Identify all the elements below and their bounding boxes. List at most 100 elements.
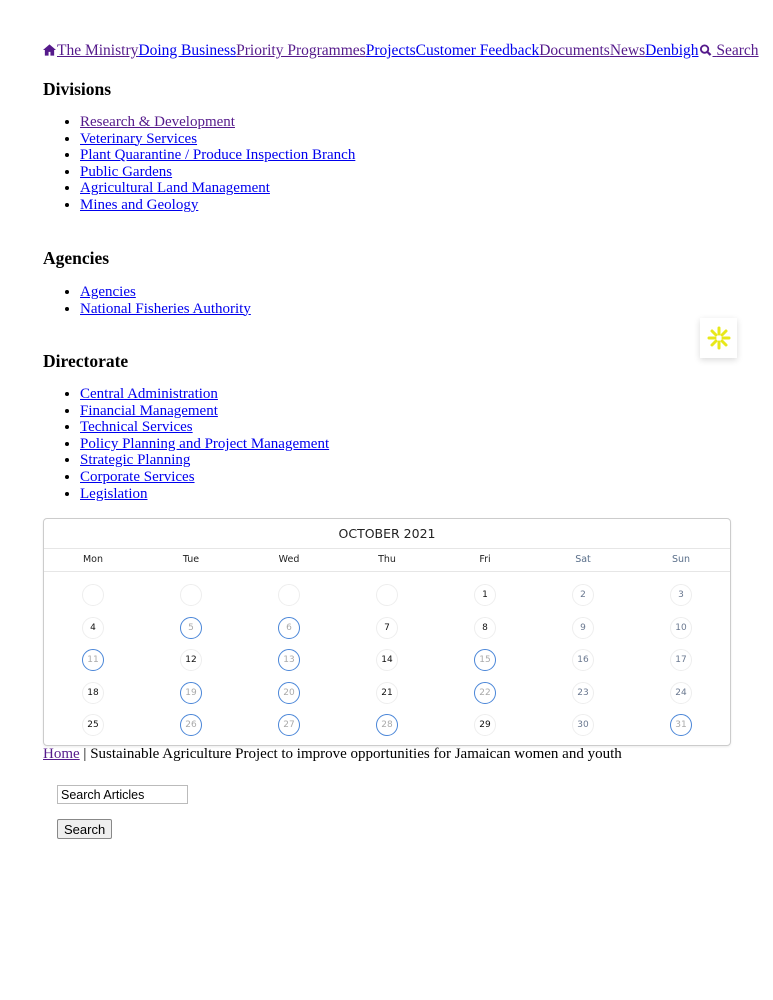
calendar-day-7[interactable]: 7 — [376, 616, 398, 639]
nav-label: Search — [716, 42, 759, 59]
link-financial-management[interactable]: Financial Management — [80, 402, 218, 419]
calendar-day-14[interactable]: 14 — [376, 649, 398, 672]
calendar-day-30[interactable]: 30 — [572, 714, 594, 737]
calendar-day-10[interactable]: 10 — [670, 616, 692, 639]
link-plant-quarantine[interactable]: Plant Quarantine / Produce Inspection Br… — [80, 147, 356, 164]
nav-priority-programmes[interactable]: Priority Programmes — [236, 42, 366, 59]
calendar-day-18[interactable]: 18 — [82, 681, 104, 704]
nav-search[interactable]: Search — [699, 42, 759, 59]
calendar-cell: 23 — [534, 681, 632, 715]
calendar-day-23[interactable]: 23 — [572, 681, 594, 704]
nav-customer-feedback[interactable]: Customer Feedback — [415, 42, 540, 59]
accessibility-widget-button[interactable] — [700, 318, 737, 358]
calendar-day-31[interactable]: 31 — [670, 714, 692, 737]
calendar-day-12[interactable]: 12 — [180, 649, 202, 672]
calendar-day-8[interactable]: 8 — [474, 616, 496, 639]
link-mines-geology[interactable]: Mines and Geology — [80, 196, 199, 213]
nav-denbigh[interactable]: Denbigh — [645, 42, 699, 59]
calendar-cell: 30 — [534, 714, 632, 747]
calendar-day-5[interactable]: 5 — [180, 616, 202, 639]
list-item: Plant Quarantine / Produce Inspection Br… — [80, 147, 355, 164]
calendar-cell: 16 — [534, 649, 632, 682]
link-veterinary-services[interactable]: Veterinary Services — [80, 130, 198, 147]
calendar-cell — [44, 584, 142, 617]
calendar-cell: 21 — [338, 681, 436, 715]
main-nav: The MinistryDoing BusinessPriority Progr… — [43, 42, 759, 60]
calendar-day-11[interactable]: 11 — [82, 649, 104, 672]
calendar-day-17[interactable]: 17 — [670, 649, 692, 672]
weekday-mon: Mon — [82, 554, 104, 565]
search-button[interactable]: Search — [57, 819, 113, 839]
calendar-day-29[interactable]: 29 — [474, 714, 496, 737]
calendar-cell: 8 — [436, 616, 534, 650]
calendar-cell: 15 — [436, 649, 534, 682]
calendar-cell: 17 — [632, 649, 730, 682]
home-icon — [43, 44, 56, 56]
calendar-cell: 18 — [44, 681, 142, 715]
nav-news[interactable]: News — [609, 42, 646, 59]
calendar-day-empty — [82, 584, 104, 606]
list-item: Agricultural Land Management — [80, 180, 355, 197]
breadcrumb-home-link[interactable]: Home — [43, 746, 80, 762]
weekday-fri: Fri — [479, 554, 491, 565]
calendar-day-13[interactable]: 13 — [278, 649, 300, 672]
link-technical-services[interactable]: Technical Services — [80, 419, 193, 436]
calendar-cell — [338, 584, 436, 617]
nav-documents[interactable]: Documents — [539, 42, 610, 59]
calendar-day-26[interactable]: 26 — [180, 714, 202, 737]
calendar-day-16[interactable]: 16 — [572, 649, 594, 672]
calendar-cell: 27 — [240, 714, 338, 747]
link-legislation[interactable]: Legislation — [80, 485, 148, 502]
calendar-cell: 24 — [632, 681, 730, 715]
calendar-day-20[interactable]: 20 — [278, 681, 300, 704]
calendar-day-4[interactable]: 4 — [82, 616, 104, 639]
link-corporate-services[interactable]: Corporate Services — [80, 468, 195, 485]
agencies-heading: Agencies — [43, 248, 110, 268]
calendar-day-24[interactable]: 24 — [670, 681, 692, 704]
link-agencies[interactable]: Agencies — [80, 284, 136, 300]
calendar-cell — [142, 584, 240, 617]
calendar-cell — [240, 584, 338, 617]
calendar-day-empty — [278, 584, 300, 606]
calendar-day-1[interactable]: 1 — [474, 584, 496, 606]
nav-label: The Ministry — [57, 42, 139, 59]
search-articles-input[interactable] — [57, 785, 188, 804]
nav-projects[interactable]: Projects — [365, 42, 416, 59]
list-item: Financial Management — [80, 403, 329, 420]
calendar-day-15[interactable]: 15 — [474, 649, 496, 672]
calendar-day-19[interactable]: 19 — [180, 681, 202, 704]
calendar-cell: 29 — [436, 714, 534, 747]
calendar-day-28[interactable]: 28 — [376, 714, 398, 737]
calendar-day-9[interactable]: 9 — [572, 616, 594, 639]
divisions-heading: Divisions — [43, 79, 112, 99]
calendar-day-22[interactable]: 22 — [474, 681, 496, 704]
link-public-gardens[interactable]: Public Gardens — [80, 163, 173, 180]
list-item: Policy Planning and Project Management — [80, 436, 329, 453]
weekday-tue: Tue — [182, 554, 200, 565]
nav-the-ministry[interactable]: The Ministry — [43, 42, 138, 59]
calendar-cell: 11 — [44, 649, 142, 682]
list-item: National Fisheries Authority — [80, 301, 251, 318]
link-agricultural-land-management[interactable]: Agricultural Land Management — [80, 180, 270, 197]
list-item: Agencies — [80, 284, 251, 301]
calendar-day-empty — [376, 584, 398, 606]
calendar-day-27[interactable]: 27 — [278, 714, 300, 737]
link-strategic-planning[interactable]: Strategic Planning — [80, 452, 191, 469]
calendar-cell: 1 — [436, 584, 534, 617]
calendar-day-2[interactable]: 2 — [572, 584, 594, 606]
list-item: Technical Services — [80, 419, 329, 436]
link-research-development[interactable]: Research & Development — [80, 114, 235, 130]
calendar-day-empty — [180, 584, 202, 606]
calendar-cell: 9 — [534, 616, 632, 650]
nav-doing-business[interactable]: Doing Business — [138, 42, 237, 59]
calendar-day-6[interactable]: 6 — [278, 616, 300, 639]
calendar-day-21[interactable]: 21 — [376, 681, 398, 704]
calendar-week: 4 5 6 7 8 9 10 — [44, 616, 730, 650]
weekday-wed: Wed — [278, 554, 300, 565]
list-item: Central Administration — [80, 386, 329, 403]
link-policy-planning[interactable]: Policy Planning and Project Management — [80, 435, 330, 452]
calendar-day-3[interactable]: 3 — [670, 584, 692, 606]
link-central-administration[interactable]: Central Administration — [80, 386, 218, 402]
link-national-fisheries-authority[interactable]: National Fisheries Authority — [80, 300, 251, 317]
calendar-day-25[interactable]: 25 — [82, 714, 104, 737]
